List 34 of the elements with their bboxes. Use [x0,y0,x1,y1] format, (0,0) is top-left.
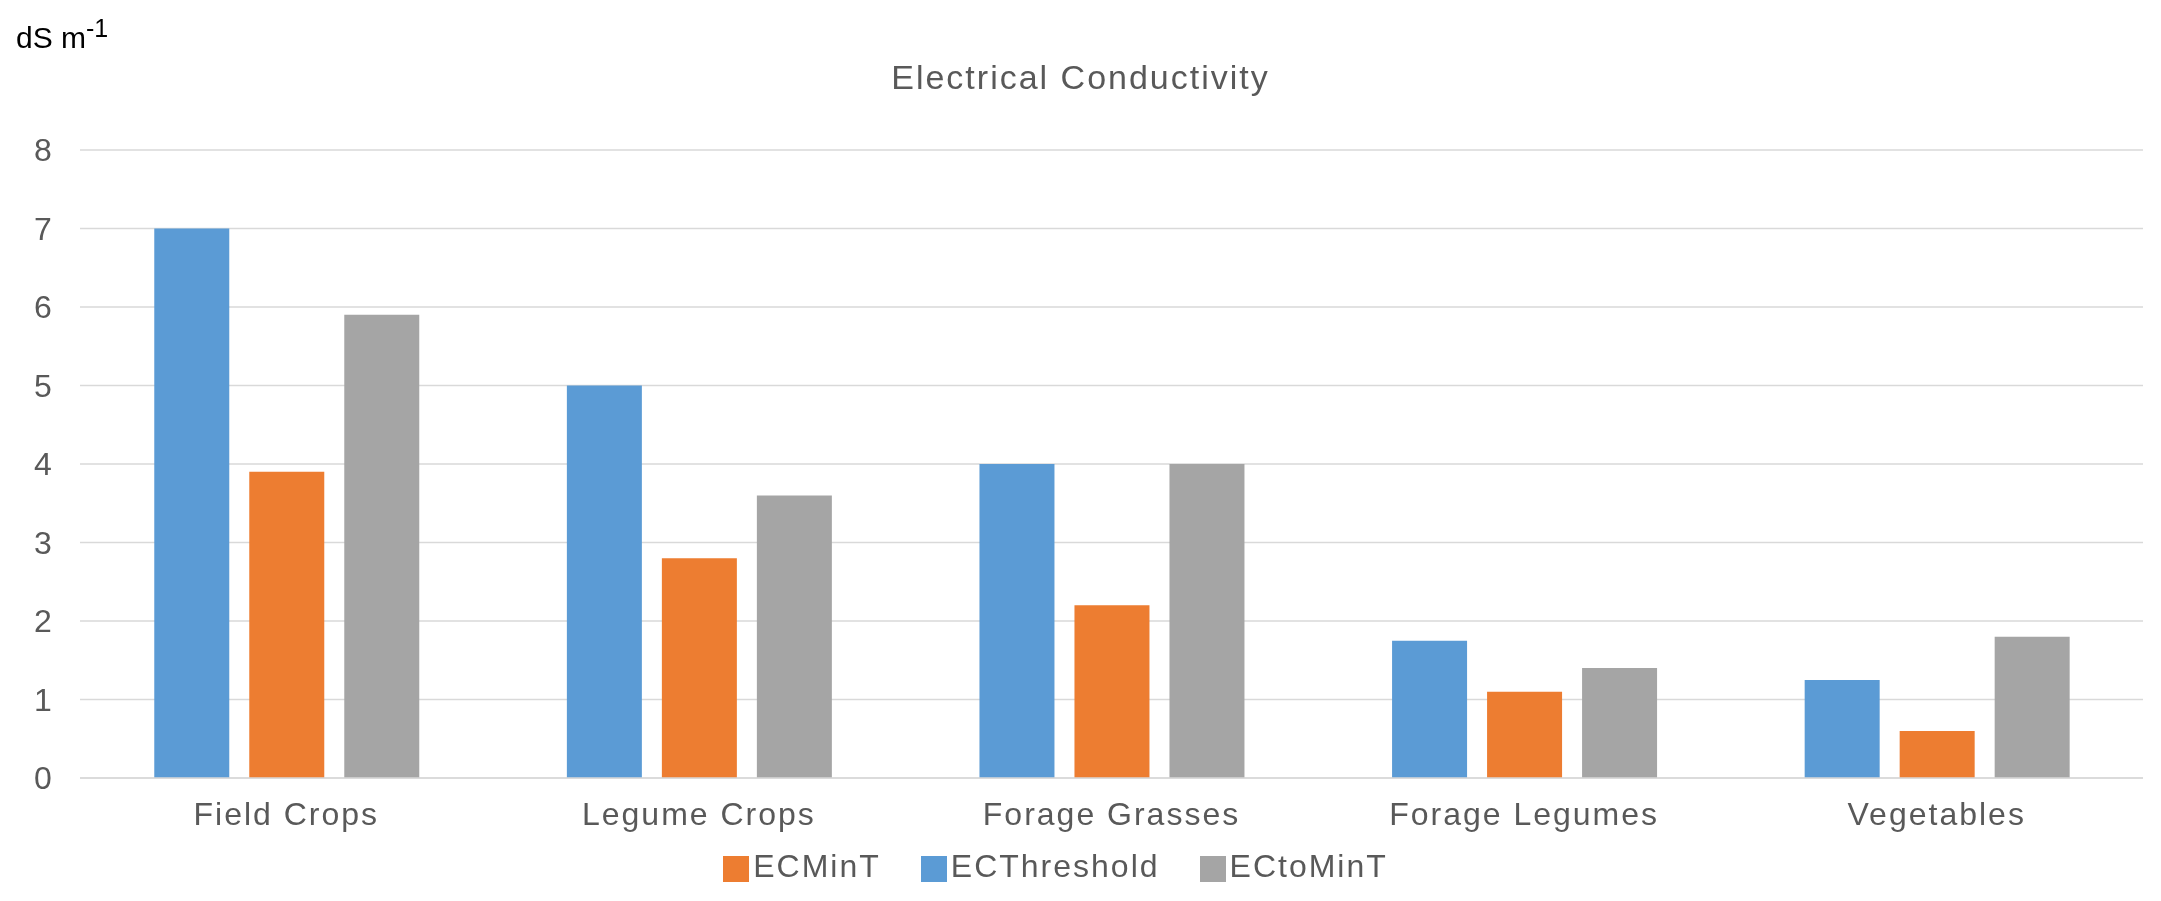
bar [1392,640,1468,778]
chart-title: Electrical Conductivity [890,58,1271,97]
y-tick-label: 6 [34,289,52,326]
bar [756,495,832,778]
y-tick-label: 4 [34,446,52,483]
y-tick-label: 5 [34,367,52,404]
y-axis-title: dS m$^{-1}$ [16,14,109,55]
x-tick-label: Field Crops [193,795,380,832]
x-tick-label: Legume Crops [581,795,816,832]
bar [1074,605,1150,778]
bar [1487,691,1563,778]
bar [1994,636,2070,778]
y-tick-label: 8 [34,132,52,169]
bar [154,228,230,778]
x-tick-label: Forage Legumes [1389,795,1660,832]
y-tick-label: 0 [34,760,52,797]
bar [344,314,420,778]
y-tick-label: 1 [34,681,52,718]
bar [661,558,737,778]
legend-label: ECtoMinT [1229,848,1388,884]
bar [1804,679,1880,778]
bar [249,471,325,778]
bar [1899,730,1975,778]
bar [566,385,642,778]
bar [1582,668,1658,778]
bar [979,464,1055,778]
y-tick-label: 3 [34,524,52,561]
y-tick-label: 2 [34,603,52,640]
y-tick-label: 7 [34,210,52,247]
legend-label: ECMinT [753,848,881,884]
x-tick-label: Forage Grasses [982,795,1241,832]
bar [1169,464,1245,778]
x-tick-label: Vegetables [1847,795,2026,832]
legend-label: ECThreshold [950,848,1160,884]
